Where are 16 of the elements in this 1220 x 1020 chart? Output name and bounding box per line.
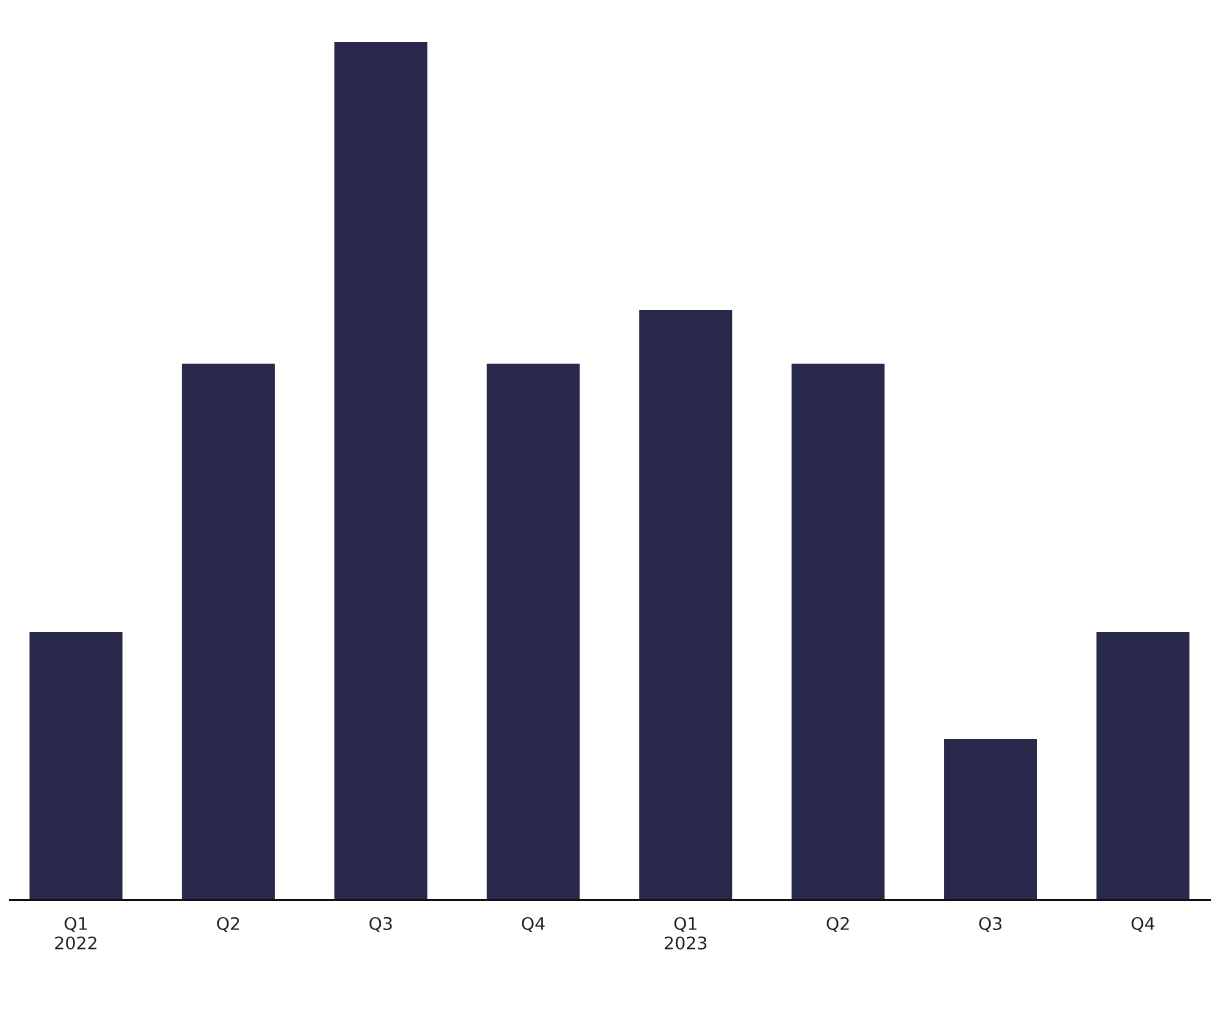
x-tick-label: Q2 — [217, 916, 240, 933]
bar — [486, 363, 580, 900]
bar — [639, 310, 733, 900]
bar — [334, 42, 428, 900]
x-tick-label: Q4 — [1131, 916, 1155, 933]
bar — [1096, 631, 1190, 900]
x-tick-label: Q2 — [826, 916, 849, 933]
bar — [29, 631, 123, 900]
x-tick-label: Q3 — [979, 916, 1002, 933]
x-tick-label: Q1 2022 — [55, 916, 97, 950]
bar — [791, 363, 885, 900]
x-tick-label: Q3 — [369, 916, 392, 933]
x-tick-label: Q4 — [521, 916, 545, 933]
x-tick-label: Q1 2023 — [664, 916, 707, 950]
bar — [944, 739, 1037, 900]
bar — [181, 363, 275, 900]
